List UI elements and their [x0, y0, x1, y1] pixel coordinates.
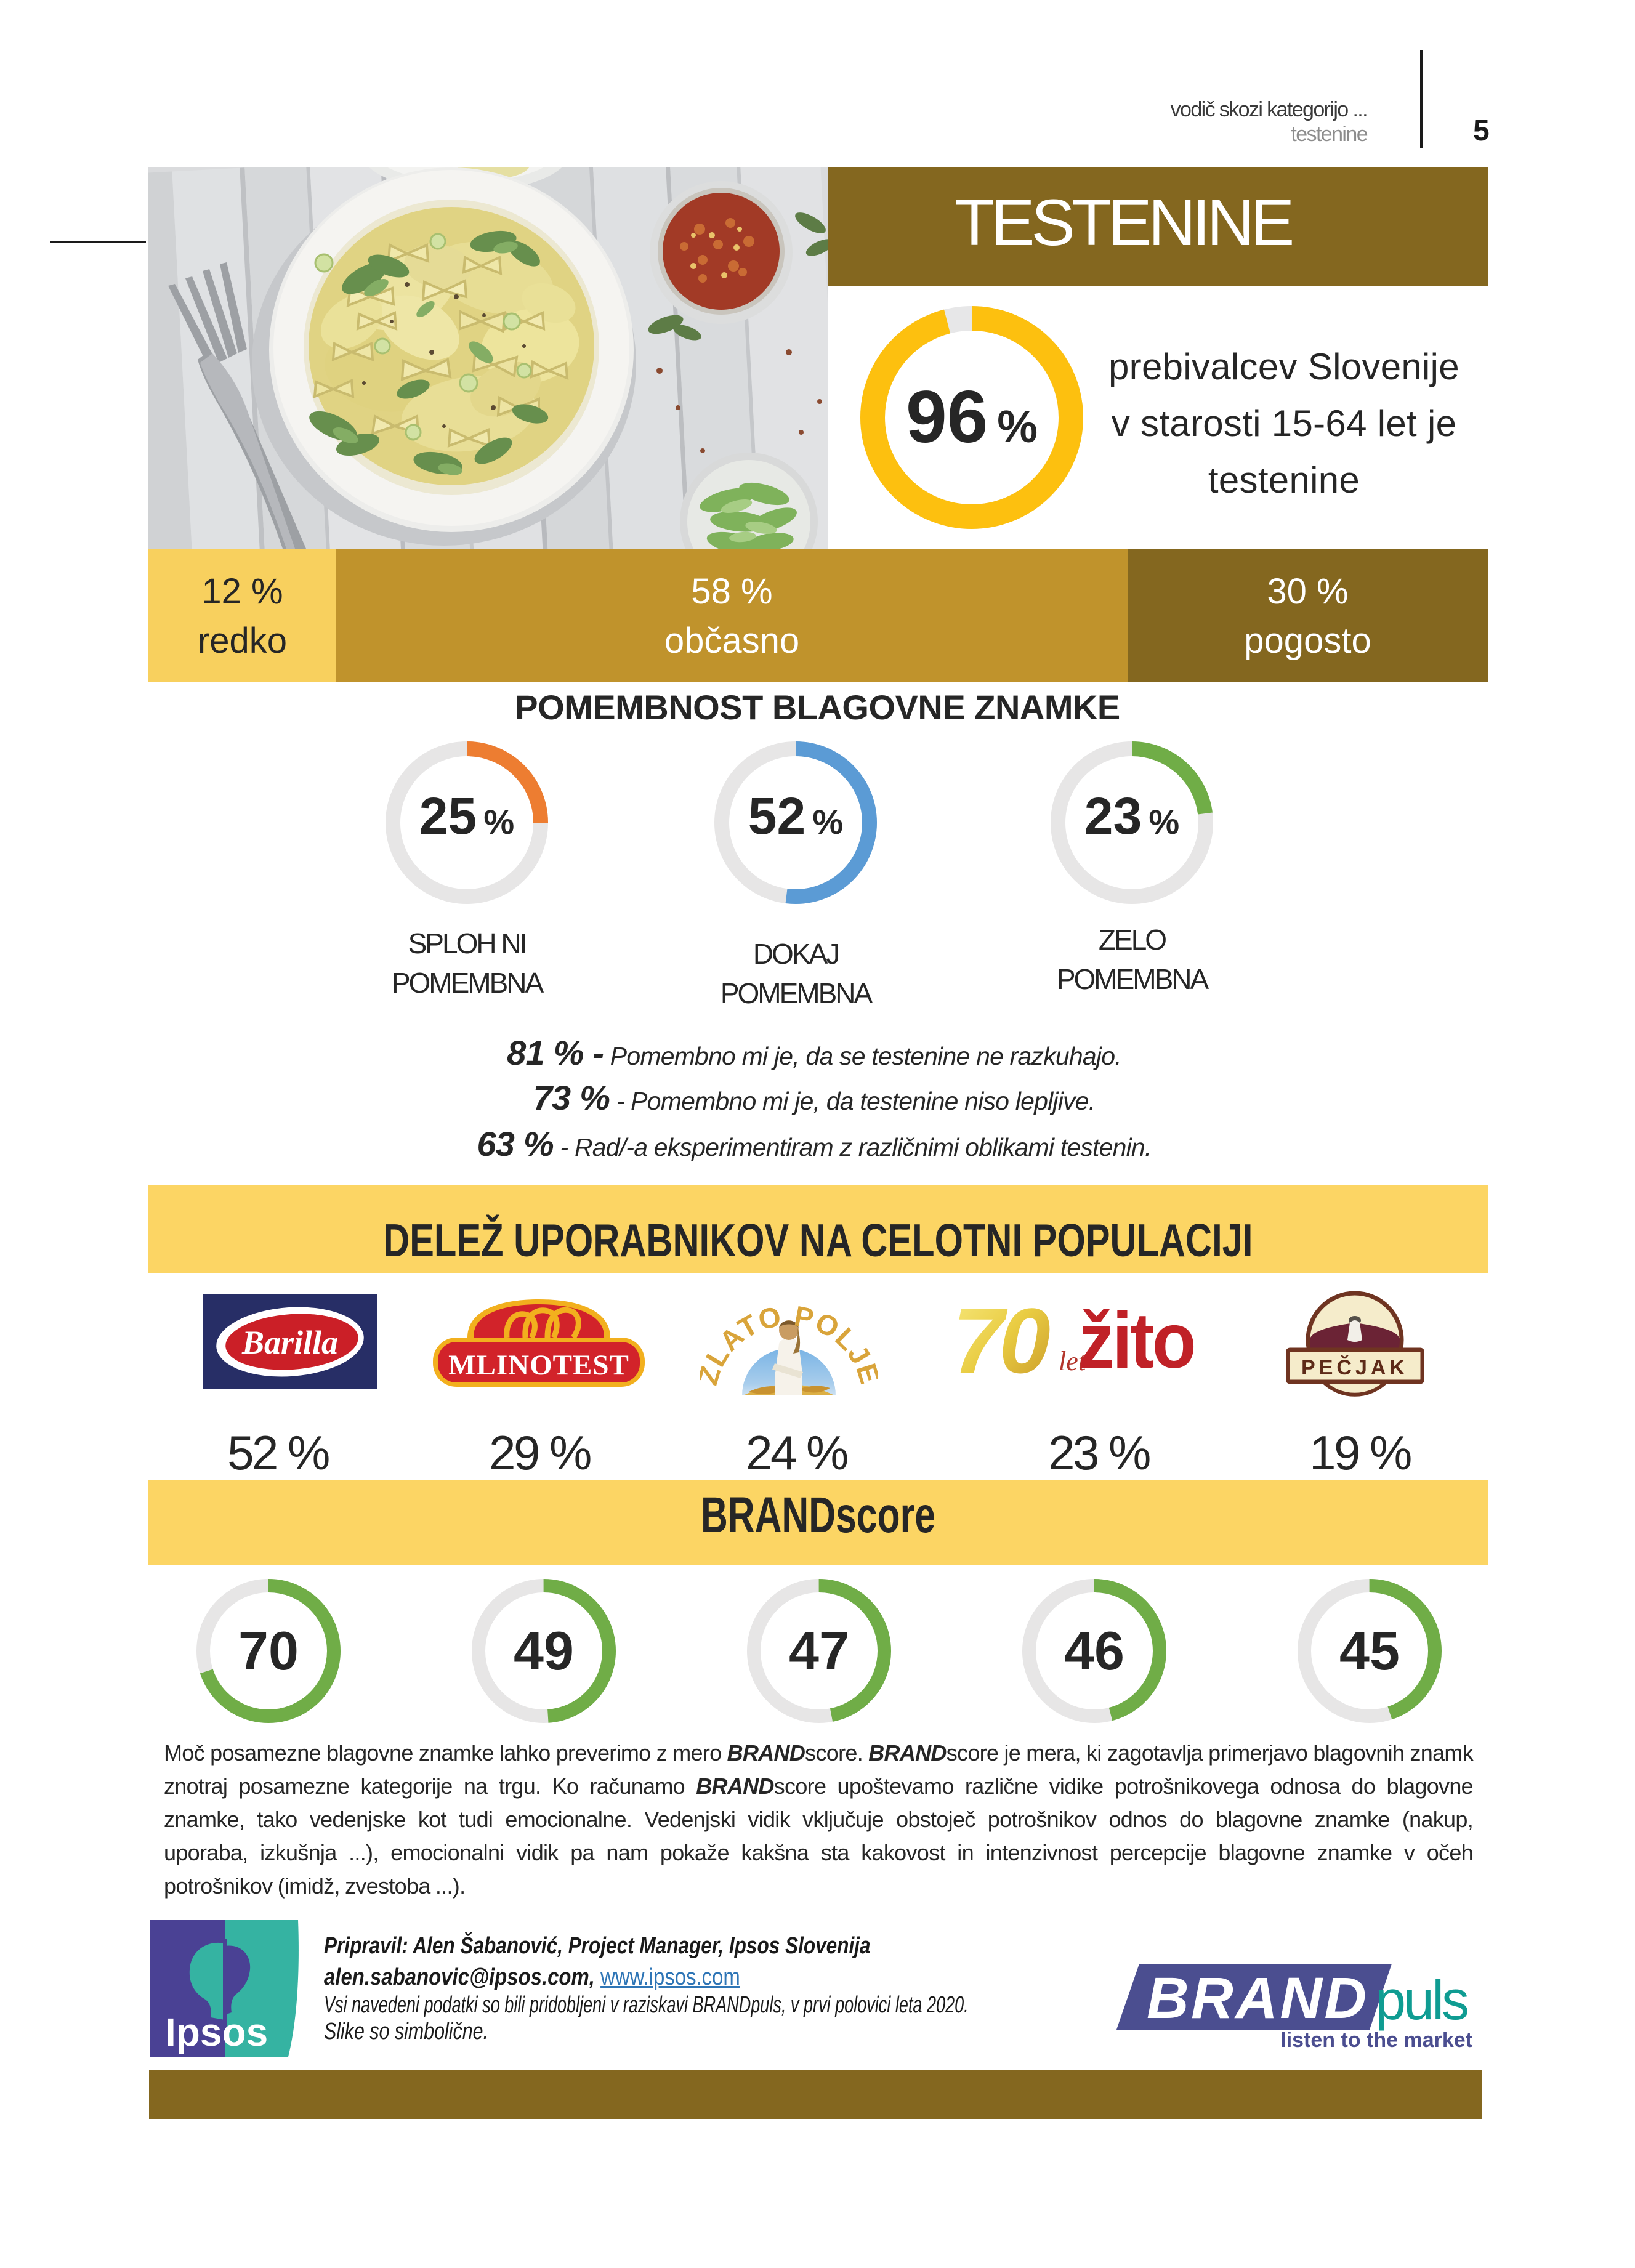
svg-text:BRAND: BRAND [1147, 1966, 1369, 2031]
svg-text:let: let [1059, 1346, 1087, 1374]
svg-text:Ipsos: Ipsos [165, 2010, 268, 2054]
svg-text:Barilla: Barilla [241, 1324, 338, 1361]
svg-text:listen to the market: listen to the market [1280, 2028, 1472, 2052]
svg-text:MLINOTEST: MLINOTEST [448, 1349, 629, 1381]
svg-text:70: 70 [953, 1297, 1049, 1374]
svg-text:PEČJAK: PEČJAK [1301, 1355, 1408, 1379]
svg-text:puls: puls [1375, 1970, 1467, 2032]
svg-text:žito: žito [1078, 1297, 1194, 1374]
